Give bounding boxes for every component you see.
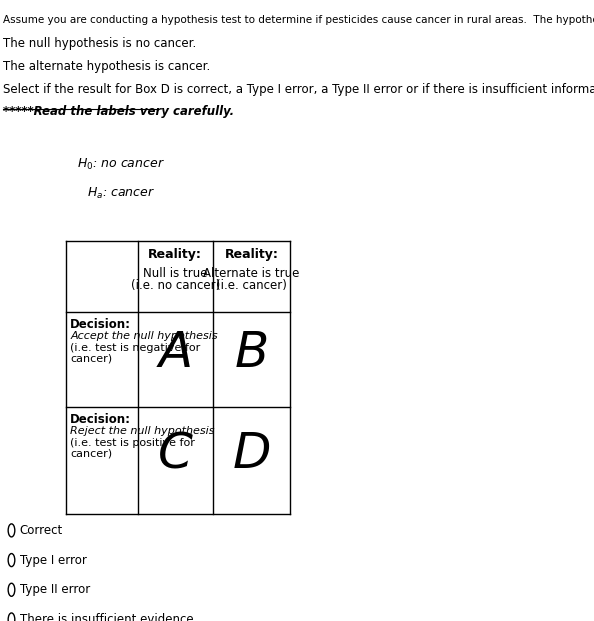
Text: cancer): cancer): [70, 448, 112, 458]
Text: Type I error: Type I error: [20, 553, 87, 566]
Text: *****Read the labels very carefully.: *****Read the labels very carefully.: [3, 105, 234, 118]
Text: Decision:: Decision:: [70, 413, 131, 426]
Text: (i.e. test is negative for: (i.e. test is negative for: [70, 343, 200, 353]
Text: The alternate hypothesis is cancer.: The alternate hypothesis is cancer.: [3, 60, 210, 73]
Text: Decision:: Decision:: [70, 318, 131, 331]
Text: Accept the null hypothesis: Accept the null hypothesis: [70, 331, 218, 341]
Text: Assume you are conducting a hypothesis test to determine if pesticides cause can: Assume you are conducting a hypothesis t…: [3, 15, 594, 25]
Text: Null is true: Null is true: [143, 266, 207, 279]
Text: Reject the null hypothesis: Reject the null hypothesis: [70, 426, 214, 436]
Text: (i.e. test is positive for: (i.e. test is positive for: [70, 438, 195, 448]
Text: $H_a$: cancer: $H_a$: cancer: [87, 186, 155, 201]
Text: A: A: [158, 329, 192, 378]
Text: Alternate is true: Alternate is true: [203, 266, 300, 279]
Text: cancer): cancer): [70, 353, 112, 363]
Text: Reality:: Reality:: [225, 248, 279, 261]
Text: Type II error: Type II error: [20, 583, 90, 596]
Text: Select if the result for Box D is correct, a Type I error, a Type II error or if: Select if the result for Box D is correc…: [3, 83, 594, 96]
Text: B: B: [235, 329, 268, 378]
Text: (i.e. cancer): (i.e. cancer): [216, 279, 287, 292]
Text: D: D: [232, 430, 271, 478]
Text: Correct: Correct: [20, 524, 63, 537]
Text: The null hypothesis is no cancer.: The null hypothesis is no cancer.: [3, 37, 196, 50]
Text: Reality:: Reality:: [148, 248, 202, 261]
Text: $H_0$: no cancer: $H_0$: no cancer: [77, 157, 165, 173]
Text: There is insufficient evidence.: There is insufficient evidence.: [20, 613, 197, 621]
Text: C: C: [158, 430, 192, 478]
Text: (i.e. no cancer): (i.e. no cancer): [131, 279, 220, 292]
